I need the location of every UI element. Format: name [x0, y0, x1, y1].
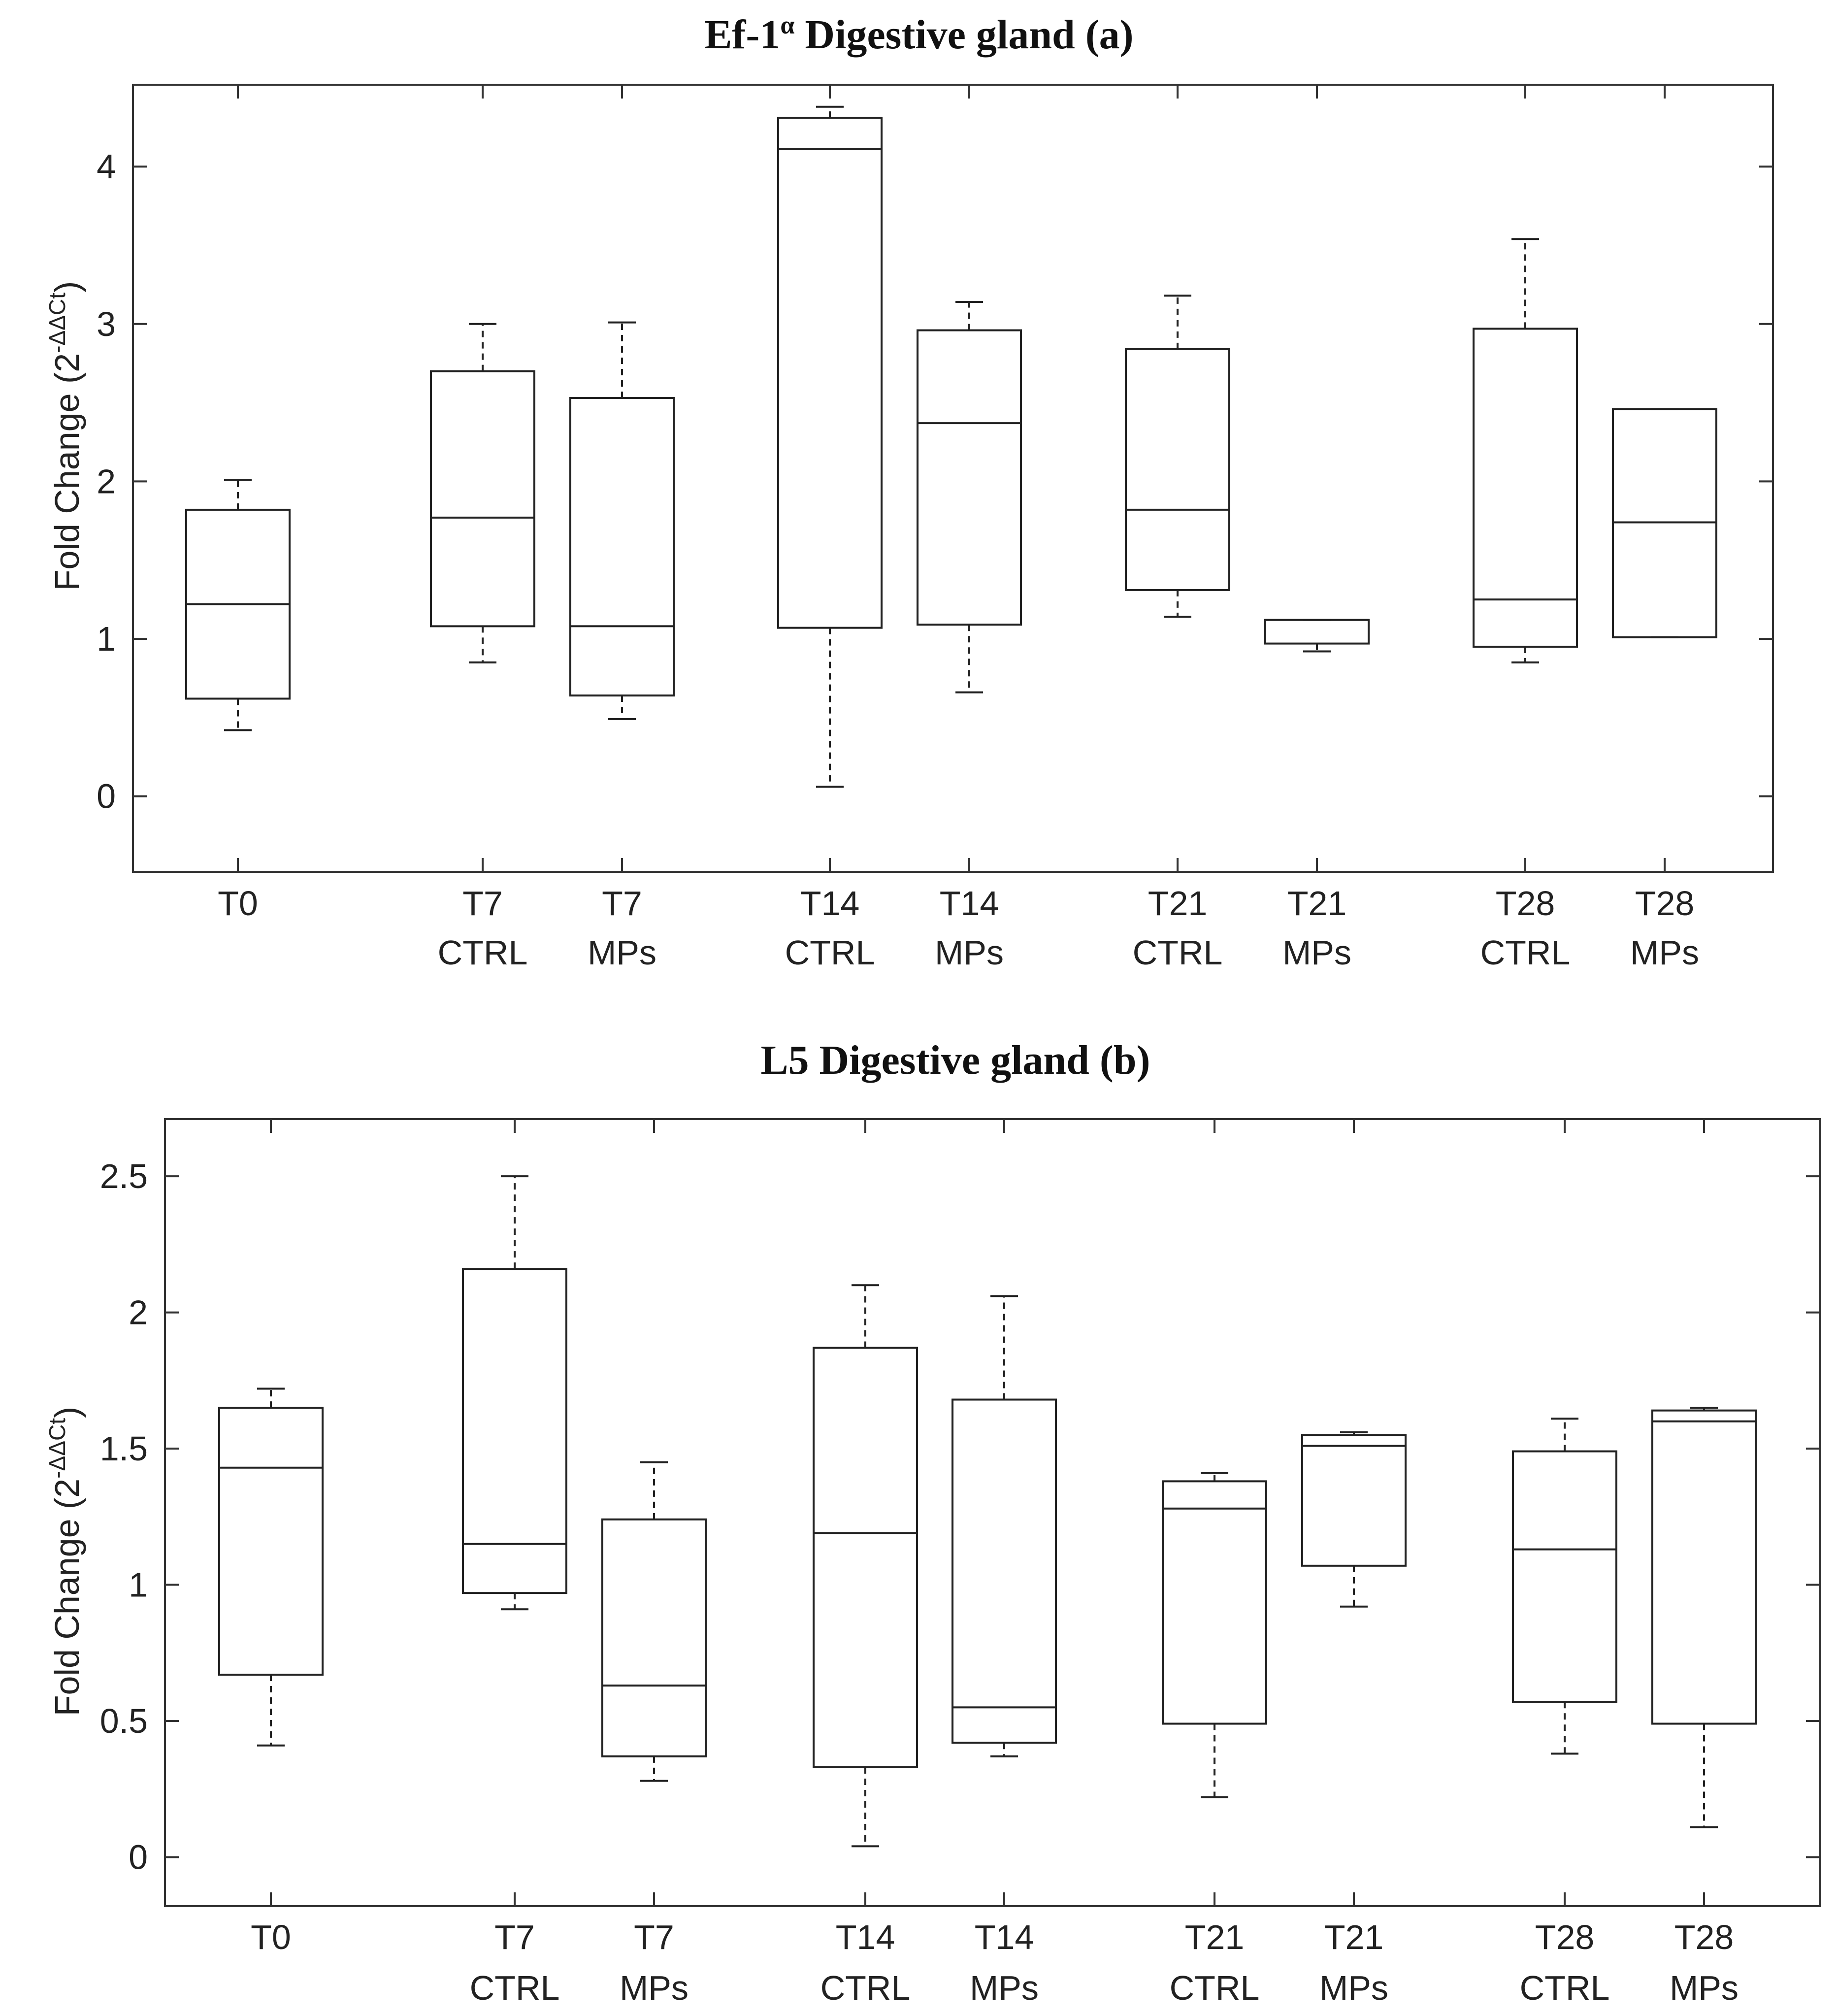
boxplot-marks-b: 0 0.5 1 1.5 2 2.5 T0 T7 CTRL T7 MPs T14 CTRL T14 MPs T2… — [100, 1119, 1820, 2007]
box-b-6 — [1301, 1431, 1407, 1608]
box-body-a-6 — [1264, 619, 1370, 645]
x-tick-label-b-3-line2: CTRL — [821, 1969, 911, 2007]
x-tick-label-a-8-line2: MPs — [1630, 933, 1699, 972]
box-body-b-8 — [1651, 1409, 1757, 1725]
x-tick-label-b-1-line1: T7 — [494, 1918, 535, 1956]
x-tick-label-b-7-line1: T28 — [1535, 1918, 1595, 1956]
x-tick-label-b-6-line2: MPs — [1319, 1969, 1388, 2007]
x-tick-label-b-0-line1: T0 — [251, 1918, 291, 1956]
x-tick-label-b-8-line2: MPs — [1670, 1969, 1739, 2007]
x-tick-label-a-8-line1: T28 — [1635, 884, 1695, 923]
box-b-1 — [462, 1175, 567, 1611]
chart-panel-a: Ef-1α Digestive gland (a) Fold Change (2… — [44, 11, 1774, 972]
box-a-6 — [1264, 619, 1370, 653]
box-body-a-3 — [777, 117, 883, 629]
x-tick-label-a-6-line2: MPs — [1282, 933, 1351, 972]
y-tick-label-a-1: 1 — [97, 620, 116, 658]
x-tick-label-b-2-line2: MPs — [620, 1969, 689, 2007]
x-tick-label-a-2-line2: MPs — [588, 933, 656, 972]
x-tick-label-a-7-line2: CTRL — [1480, 933, 1571, 972]
box-body-a-2 — [569, 397, 675, 697]
box-b-2 — [601, 1461, 707, 1782]
plot-area-b — [164, 1118, 1821, 1907]
x-tick-label-a-5-line1: T21 — [1148, 884, 1208, 923]
box-body-b-0 — [218, 1407, 324, 1676]
y-tick-label-b-2: 1 — [129, 1566, 148, 1604]
x-tick-label-b-5-line1: T21 — [1185, 1918, 1245, 1956]
x-tick-label-b-4-line1: T14 — [975, 1918, 1034, 1956]
y-tick-label-a-4: 4 — [97, 147, 116, 186]
box-body-b-1 — [462, 1268, 567, 1594]
box-body-a-1 — [430, 370, 535, 628]
box-body-b-5 — [1162, 1480, 1267, 1725]
box-a-4 — [917, 301, 1022, 694]
x-tick-label-a-7-line1: T28 — [1496, 884, 1555, 923]
x-tick-label-b-4-line2: MPs — [970, 1969, 1039, 2007]
boxplot-marks-a: 0 1 2 3 4 T0 T7 CTRL T7 MPs T14 CTRL T14 MPs T21 CTRL T2… — [97, 85, 1773, 972]
y-tick-label-a-3: 3 — [97, 305, 116, 343]
chart-panel-b: L5 Digestive gland (b) Fold Change (2-ΔΔ… — [44, 1037, 1821, 2007]
box-a-7 — [1473, 238, 1578, 663]
y-axis-label-a: Fold Change (2-ΔΔCt) — [44, 281, 86, 591]
x-tick-label-a-2-line1: T7 — [602, 884, 642, 923]
x-tick-label-a-6-line1: T21 — [1287, 884, 1347, 923]
box-b-3 — [813, 1284, 918, 1848]
x-tick-label-a-0-line1: T0 — [218, 884, 258, 923]
x-tick-label-a-3-line2: CTRL — [785, 933, 875, 972]
box-b-8 — [1651, 1407, 1757, 1828]
box-b-4 — [952, 1295, 1057, 1757]
box-body-b-3 — [813, 1347, 918, 1769]
x-tick-label-b-6-line1: T21 — [1324, 1918, 1384, 1956]
y-tick-label-b-3: 1.5 — [100, 1429, 148, 1468]
box-body-b-6 — [1301, 1434, 1407, 1567]
y-tick-label-b-0: 0 — [129, 1838, 148, 1876]
chart-title-b: L5 Digestive gland (b) — [760, 1037, 1150, 1083]
box-body-a-7 — [1473, 328, 1578, 648]
x-tick-label-a-4-line2: MPs — [935, 933, 1004, 972]
box-body-a-4 — [917, 329, 1022, 626]
box-body-b-4 — [952, 1398, 1057, 1744]
x-tick-label-a-4-line1: T14 — [940, 884, 999, 923]
box-a-8 — [1612, 408, 1717, 638]
x-tick-label-b-7-line2: CTRL — [1520, 1969, 1610, 2007]
box-b-0 — [218, 1388, 324, 1747]
box-a-3 — [777, 105, 883, 788]
chart-title-a: Ef-1α Digestive gland (a) — [704, 11, 1133, 58]
y-axis-label-b: Fold Change (2-ΔΔCt) — [44, 1407, 86, 1717]
plot-area-a — [132, 84, 1774, 873]
y-tick-label-a-0: 0 — [97, 777, 116, 816]
box-a-0 — [185, 479, 291, 731]
x-tick-label-a-1-line1: T7 — [462, 884, 503, 923]
y-tick-label-b-5: 2.5 — [100, 1157, 148, 1195]
x-tick-label-b-1-line2: CTRL — [470, 1969, 560, 2007]
x-tick-label-b-3-line1: T14 — [836, 1918, 895, 1956]
x-tick-label-b-8-line1: T28 — [1674, 1918, 1734, 1956]
x-tick-label-a-1-line2: CTRL — [438, 933, 528, 972]
box-body-b-7 — [1512, 1450, 1617, 1703]
box-b-5 — [1162, 1472, 1267, 1798]
box-b-7 — [1512, 1418, 1617, 1755]
x-tick-label-b-5-line2: CTRL — [1170, 1969, 1260, 2007]
x-tick-label-b-2-line1: T7 — [634, 1918, 674, 1956]
box-body-b-2 — [601, 1518, 707, 1757]
box-a-1 — [430, 323, 535, 663]
y-tick-label-a-2: 2 — [97, 462, 116, 500]
box-a-2 — [569, 321, 675, 720]
y-tick-label-b-1: 0.5 — [100, 1702, 148, 1740]
box-body-a-5 — [1125, 348, 1230, 591]
x-tick-label-a-5-line2: CTRL — [1133, 933, 1223, 972]
y-tick-label-b-4: 2 — [129, 1293, 148, 1332]
x-tick-label-a-3-line1: T14 — [800, 884, 860, 923]
box-a-5 — [1125, 295, 1230, 618]
